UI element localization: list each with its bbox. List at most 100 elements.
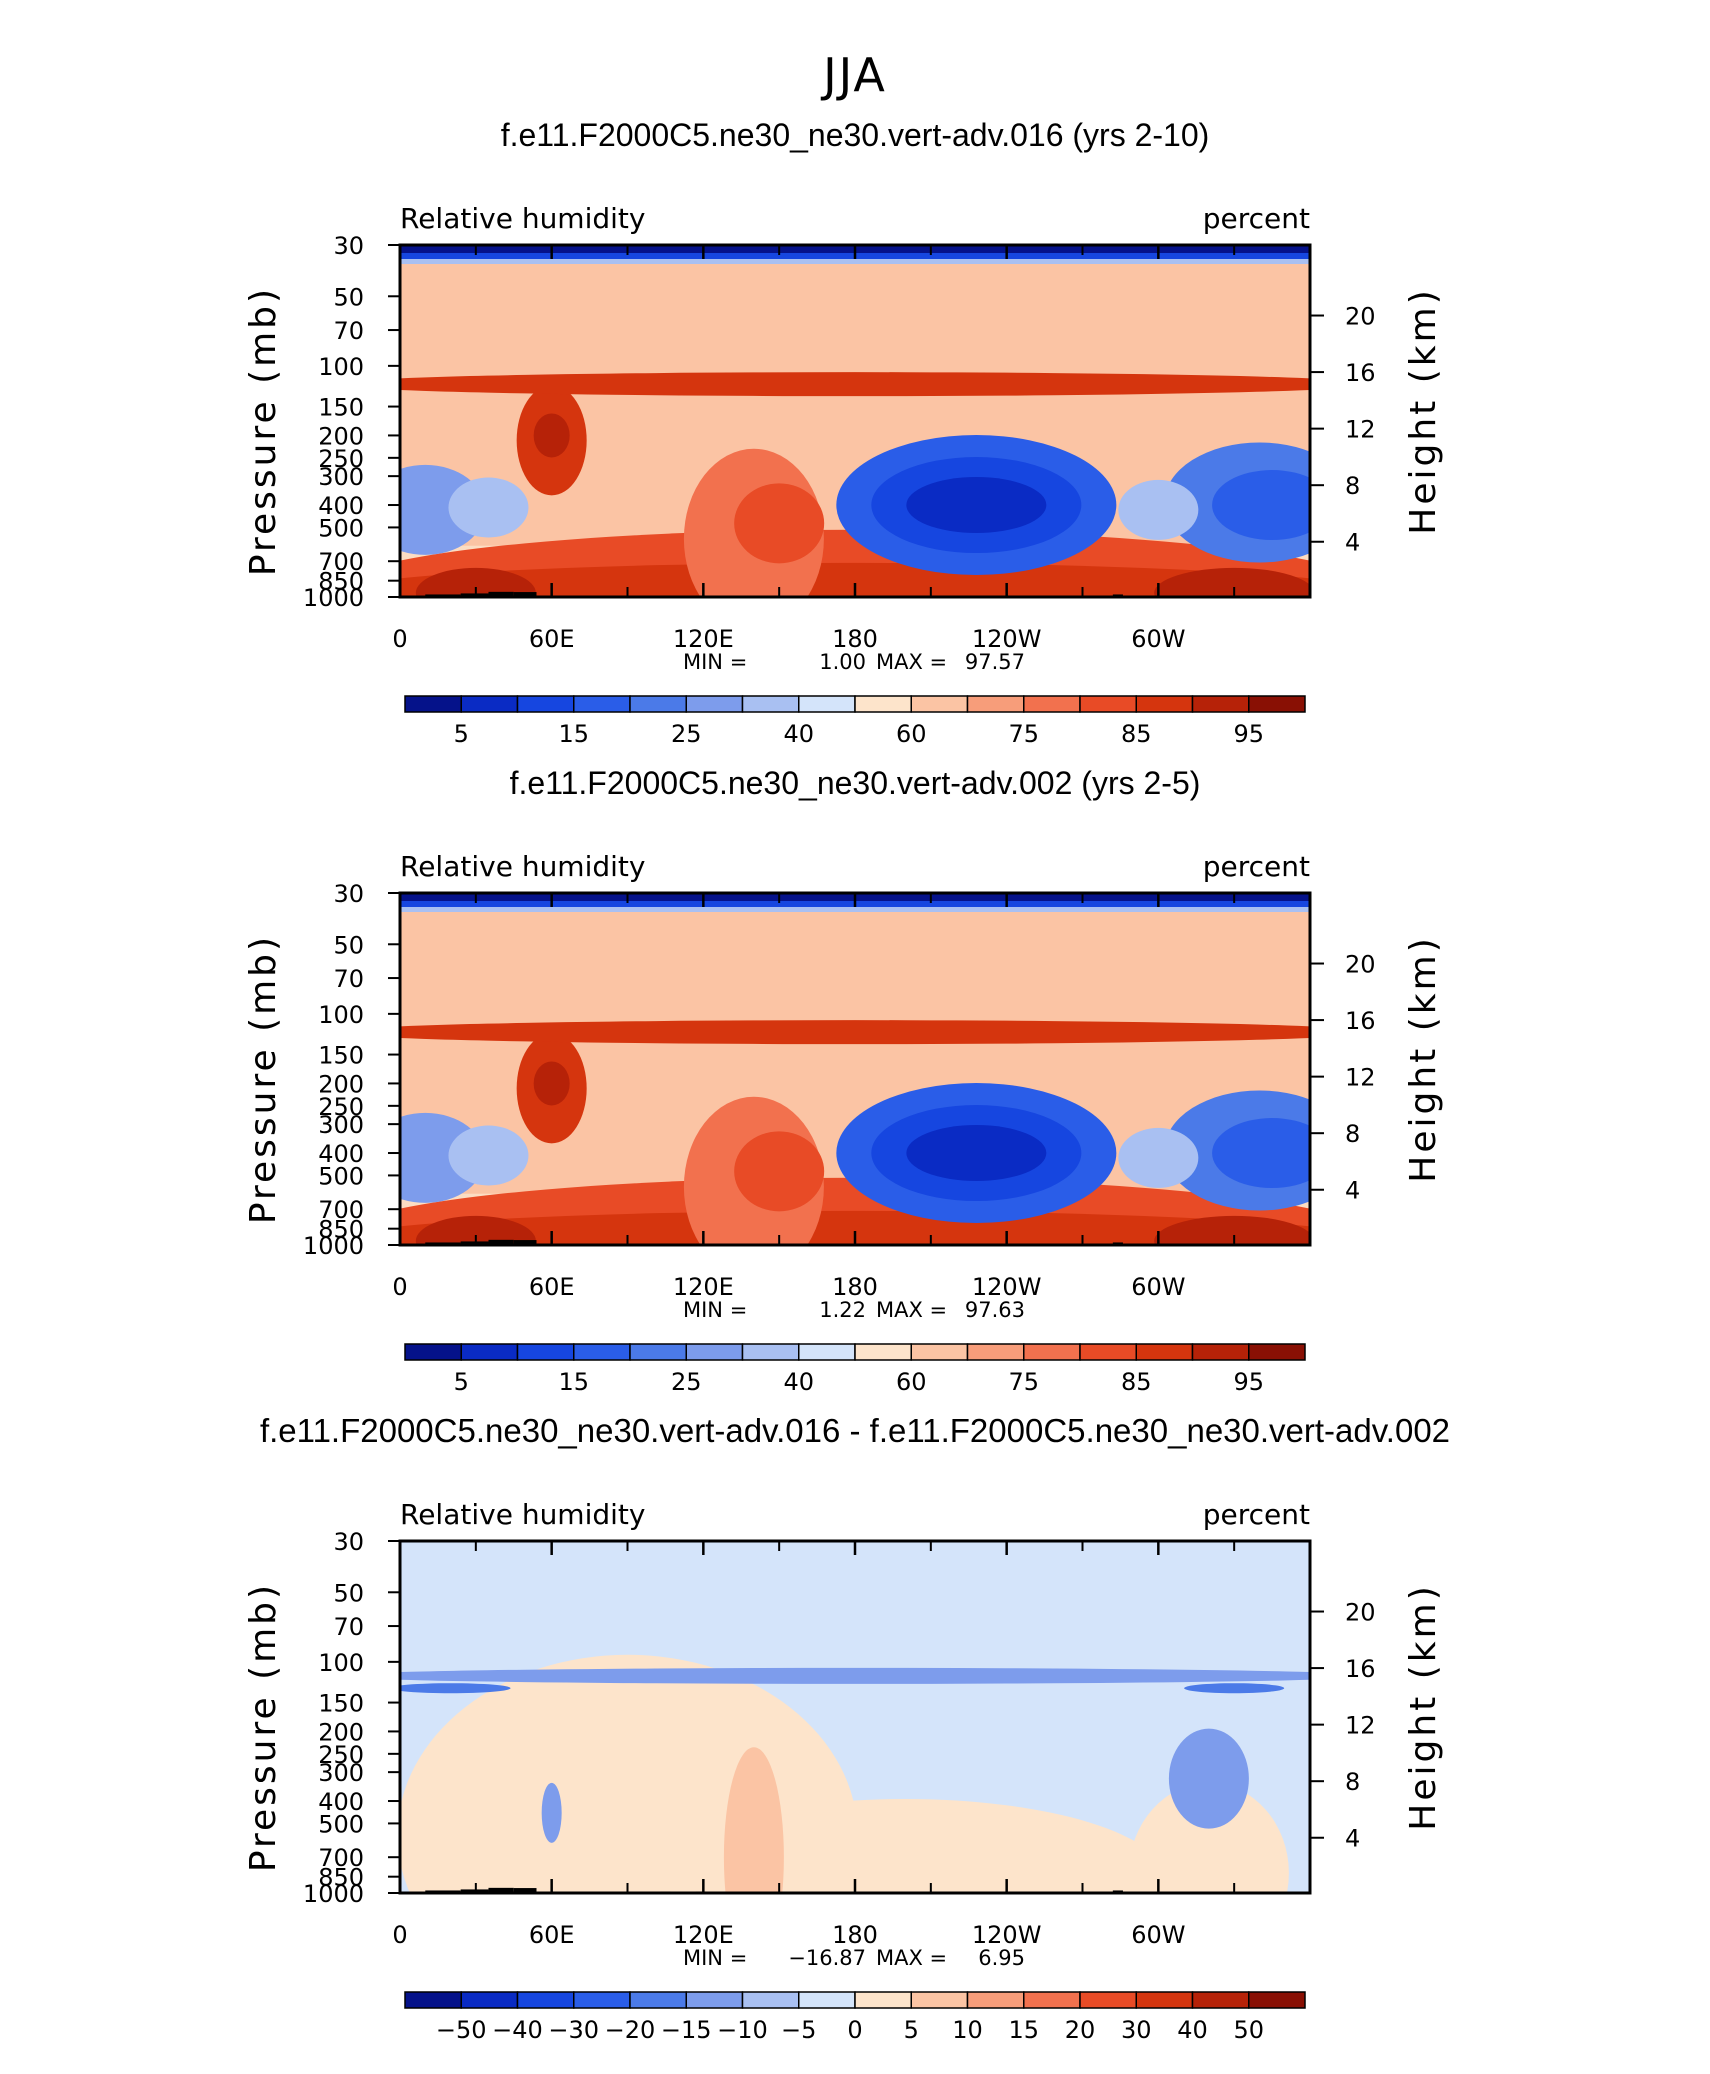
y-tick-label: 300 (318, 1111, 364, 1139)
contour-region (1212, 1118, 1310, 1189)
x-tick-label: 0 (392, 625, 407, 653)
contour-region (1118, 1127, 1199, 1188)
stratosphere-band (400, 907, 1310, 912)
land-mask (488, 1239, 514, 1245)
colorbar-segment (629, 695, 687, 713)
min-value: −16.87 (788, 1946, 866, 1970)
colorbar-label: −50 (436, 2016, 487, 2044)
min-value: 1.00 (819, 650, 866, 674)
colorbar-label: 85 (1121, 720, 1152, 748)
y-tick-label: 500 (318, 1810, 364, 1838)
y-tick-label: 100 (318, 1001, 364, 1029)
colorbar-segment (1079, 1343, 1137, 1361)
height-tick-label: 20 (1345, 1599, 1376, 1627)
colorbar-segment (1023, 1343, 1081, 1361)
y-tick-label: 850 (318, 1216, 364, 1244)
colorbar-segment (910, 695, 969, 713)
x-tick-label: 0 (392, 1921, 407, 1949)
height-tick-label: 16 (1345, 359, 1376, 387)
colorbar-segment (741, 695, 800, 713)
height-tick-label: 20 (1345, 951, 1376, 979)
colorbar-label: 95 (1233, 720, 1264, 748)
colorbar-segment (1191, 1991, 1250, 2009)
x-tick-label: 120E (673, 625, 734, 653)
contour-region (400, 1667, 1310, 1684)
colorbar-segment (1023, 695, 1081, 713)
y-tick-label: 250 (318, 445, 364, 473)
colorbar-segment (741, 1991, 800, 2009)
land-mask (460, 593, 489, 597)
x-tick-label: 60W (1131, 1921, 1185, 1949)
colorbar-label: −15 (661, 2016, 712, 2044)
contour-region (400, 1683, 511, 1694)
colorbar-segment (685, 1991, 744, 2009)
contour-region (906, 1125, 1047, 1182)
max-value: 6.95 (978, 1946, 1025, 1970)
colorbar-label: 40 (783, 1368, 814, 1396)
colorbar-segment (1079, 695, 1137, 713)
colorbar-label: 15 (558, 720, 589, 748)
contour-region (1168, 1728, 1249, 1829)
y-tick-label: 200 (318, 1718, 364, 1746)
contour-region (1128, 1783, 1289, 1893)
colorbar-label: 75 (1008, 1368, 1039, 1396)
height-tick-label: 4 (1345, 529, 1360, 557)
colorbar-segment (854, 695, 912, 713)
y-tick-label: 100 (318, 353, 364, 381)
contour-region (1154, 567, 1310, 597)
y-tick-label: 50 (333, 283, 364, 311)
colorbar-label: 5 (904, 2016, 919, 2044)
min-label: MIN = (683, 1946, 747, 1970)
colorbar-label: 5 (454, 720, 469, 748)
y-tick-label: 250 (318, 1741, 364, 1769)
min-label: MIN = (683, 650, 747, 674)
colorbar-label: 85 (1121, 1368, 1152, 1396)
x-tick-label: 60W (1131, 1273, 1185, 1301)
colorbar-label: 40 (783, 720, 814, 748)
colorbar-label: −30 (548, 2016, 599, 2044)
land-mask (488, 1887, 514, 1893)
colorbar-label: 25 (671, 720, 702, 748)
colorbar-segment (741, 1343, 800, 1361)
y-tick-label: 700 (318, 1196, 364, 1224)
x-tick-label: 180 (832, 625, 878, 653)
y-tick-label: 200 (318, 1070, 364, 1098)
chart-panel-2: f.e11.F2000C5.ne30_ne30.vert-adv.002 (yr… (243, 765, 1444, 1396)
y-axis-label: Pressure (mb) (243, 934, 284, 1224)
colorbar-label: 50 (1233, 2016, 1264, 2044)
colorbar-label: −5 (781, 2016, 816, 2044)
contour-region (1154, 1215, 1310, 1245)
y-tick-label: 50 (333, 1579, 364, 1607)
land-mask (513, 1240, 537, 1245)
max-label: MAX = (876, 650, 947, 674)
colorbar-segment (516, 1991, 575, 2009)
contour-region (734, 483, 825, 564)
height-axis-label: Height (km) (1403, 1583, 1444, 1830)
colorbar-segment (1191, 1343, 1250, 1361)
height-tick-label: 4 (1345, 1177, 1360, 1205)
max-value: 97.63 (965, 1298, 1025, 1322)
panel-title: f.e11.F2000C5.ne30_ne30.vert-adv.002 (yr… (510, 765, 1201, 801)
colorbar-segment (404, 695, 462, 713)
colorbar-label: 40 (1177, 2016, 1208, 2044)
contour-region (533, 1061, 570, 1106)
contour-region (541, 1782, 562, 1843)
x-tick-label: 120W (972, 625, 1042, 653)
y-tick-label: 70 (333, 1613, 364, 1641)
x-tick-label: 180 (832, 1921, 878, 1949)
colorbar-label: 10 (952, 2016, 983, 2044)
contour-region (400, 1020, 1310, 1045)
height-axis-label: Height (km) (1403, 287, 1444, 534)
height-tick-label: 16 (1345, 1007, 1376, 1035)
stratosphere-band (400, 259, 1310, 264)
colorbar-segment (910, 1343, 969, 1361)
height-tick-label: 12 (1345, 1712, 1376, 1740)
y-tick-label: 500 (318, 1162, 364, 1190)
colorbar-segment (1135, 1343, 1194, 1361)
colorbar-label: 60 (896, 1368, 927, 1396)
colorbar-label: 20 (1065, 2016, 1096, 2044)
contour-field (400, 245, 1310, 597)
y-tick-label: 70 (333, 317, 364, 345)
colorbar-segment (854, 1343, 912, 1361)
